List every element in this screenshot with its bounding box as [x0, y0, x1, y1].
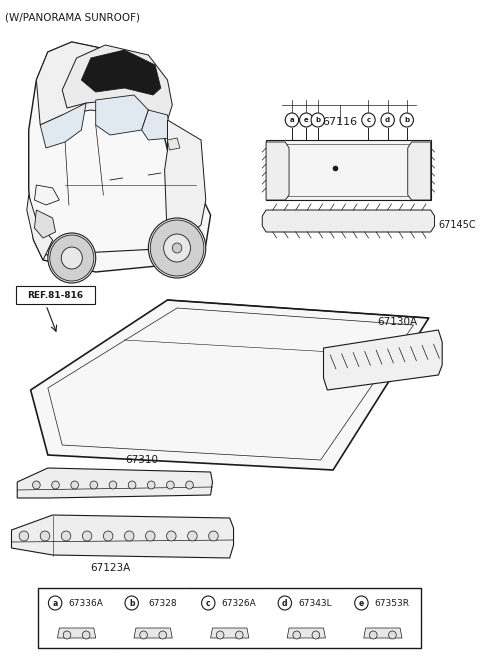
Text: d: d [282, 598, 288, 607]
Circle shape [285, 113, 299, 127]
Circle shape [140, 631, 147, 639]
Text: (W/PANORAMA SUNROOF): (W/PANORAMA SUNROOF) [5, 12, 140, 22]
Polygon shape [17, 468, 213, 498]
Polygon shape [364, 628, 402, 638]
Text: 67326A: 67326A [222, 598, 256, 607]
Circle shape [186, 481, 193, 489]
Polygon shape [168, 138, 180, 150]
Polygon shape [29, 42, 211, 272]
Circle shape [381, 113, 395, 127]
Circle shape [167, 481, 174, 489]
Text: b: b [404, 117, 409, 123]
Polygon shape [27, 195, 53, 260]
Circle shape [278, 596, 291, 610]
Text: 67310: 67310 [125, 455, 158, 465]
Circle shape [400, 113, 413, 127]
Polygon shape [262, 210, 434, 232]
Circle shape [188, 531, 197, 541]
Circle shape [109, 481, 117, 489]
Polygon shape [81, 50, 161, 95]
Circle shape [82, 631, 90, 639]
Circle shape [300, 113, 313, 127]
Circle shape [389, 631, 396, 639]
Circle shape [71, 481, 79, 489]
Circle shape [355, 596, 368, 610]
Circle shape [48, 596, 62, 610]
Circle shape [63, 631, 71, 639]
Polygon shape [324, 330, 442, 390]
Circle shape [145, 531, 155, 541]
Polygon shape [35, 210, 56, 238]
Text: 67328: 67328 [148, 598, 177, 607]
Circle shape [40, 531, 50, 541]
Circle shape [370, 631, 377, 639]
Polygon shape [211, 628, 249, 638]
Text: 67130A: 67130A [377, 317, 417, 327]
Circle shape [33, 481, 40, 489]
Text: a: a [289, 117, 294, 123]
Text: 67123A: 67123A [90, 563, 130, 573]
Circle shape [202, 596, 215, 610]
Circle shape [48, 233, 96, 283]
Polygon shape [58, 628, 96, 638]
Text: 67353R: 67353R [374, 598, 409, 607]
Polygon shape [266, 142, 289, 200]
Circle shape [52, 481, 60, 489]
Bar [38, 588, 421, 648]
Text: b: b [315, 117, 320, 123]
Text: c: c [206, 598, 211, 607]
Text: d: d [385, 117, 390, 123]
Circle shape [312, 631, 320, 639]
Circle shape [90, 481, 97, 489]
Circle shape [216, 631, 224, 639]
Text: 67145C: 67145C [438, 220, 476, 230]
Circle shape [159, 631, 167, 639]
Polygon shape [62, 45, 172, 120]
Text: REF.81-816: REF.81-816 [27, 291, 84, 300]
Text: 67116: 67116 [322, 117, 357, 127]
Circle shape [61, 531, 71, 541]
Polygon shape [266, 140, 431, 200]
Circle shape [148, 218, 206, 278]
Polygon shape [35, 185, 60, 205]
Text: c: c [366, 117, 371, 123]
Circle shape [147, 481, 155, 489]
Circle shape [167, 531, 176, 541]
Circle shape [172, 243, 182, 253]
Polygon shape [408, 142, 431, 200]
Circle shape [103, 531, 113, 541]
Circle shape [61, 247, 82, 269]
Text: 67343L: 67343L [299, 598, 332, 607]
Polygon shape [31, 300, 429, 470]
Polygon shape [36, 42, 158, 125]
Circle shape [311, 113, 324, 127]
Polygon shape [142, 110, 170, 140]
Polygon shape [134, 628, 172, 638]
Text: b: b [129, 598, 134, 607]
Text: e: e [359, 598, 364, 607]
Polygon shape [40, 103, 86, 148]
Circle shape [50, 235, 94, 281]
Polygon shape [165, 120, 206, 245]
Circle shape [164, 234, 191, 262]
Polygon shape [96, 95, 148, 135]
Circle shape [236, 631, 243, 639]
Circle shape [293, 631, 300, 639]
Text: a: a [52, 598, 58, 607]
Polygon shape [12, 515, 234, 558]
Text: 67336A: 67336A [68, 598, 103, 607]
Circle shape [124, 531, 134, 541]
FancyBboxPatch shape [16, 286, 95, 304]
Circle shape [209, 531, 218, 541]
Circle shape [150, 220, 204, 276]
Circle shape [362, 113, 375, 127]
Circle shape [128, 481, 136, 489]
Circle shape [125, 596, 138, 610]
Polygon shape [287, 628, 325, 638]
Circle shape [82, 531, 92, 541]
Text: e: e [304, 117, 309, 123]
Circle shape [19, 531, 29, 541]
